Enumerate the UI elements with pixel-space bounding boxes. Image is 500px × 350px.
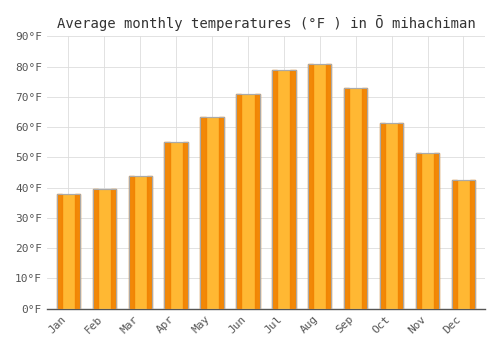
Bar bbox=[200, 117, 205, 309]
Bar bbox=[254, 94, 260, 309]
Bar bbox=[92, 189, 98, 309]
Bar bbox=[272, 70, 278, 309]
Title: Average monthly temperatures (°F ) in Ō mihachiman: Average monthly temperatures (°F ) in Ō … bbox=[56, 15, 476, 31]
Bar bbox=[434, 153, 439, 309]
Bar bbox=[290, 70, 296, 309]
Bar bbox=[308, 64, 332, 309]
Bar bbox=[416, 153, 439, 309]
Bar bbox=[344, 88, 368, 309]
Bar bbox=[111, 189, 116, 309]
Bar bbox=[470, 180, 475, 309]
Bar bbox=[344, 88, 368, 309]
Bar bbox=[128, 176, 152, 309]
Bar bbox=[272, 70, 295, 309]
Bar bbox=[164, 142, 188, 309]
Bar bbox=[380, 122, 385, 309]
Bar bbox=[236, 94, 260, 309]
Bar bbox=[56, 194, 62, 309]
Bar bbox=[452, 180, 475, 309]
Bar bbox=[416, 153, 439, 309]
Bar bbox=[128, 176, 134, 309]
Bar bbox=[344, 88, 349, 309]
Bar bbox=[92, 189, 116, 309]
Bar bbox=[272, 70, 295, 309]
Bar bbox=[200, 117, 224, 309]
Bar bbox=[236, 94, 242, 309]
Bar bbox=[308, 64, 332, 309]
Bar bbox=[92, 189, 116, 309]
Bar bbox=[147, 176, 152, 309]
Bar bbox=[200, 117, 224, 309]
Bar bbox=[75, 194, 80, 309]
Bar bbox=[56, 194, 80, 309]
Bar bbox=[326, 64, 332, 309]
Bar bbox=[398, 122, 404, 309]
Bar bbox=[236, 94, 260, 309]
Bar bbox=[164, 142, 170, 309]
Bar bbox=[416, 153, 421, 309]
Bar bbox=[218, 117, 224, 309]
Bar bbox=[380, 122, 404, 309]
Bar bbox=[182, 142, 188, 309]
Bar bbox=[380, 122, 404, 309]
Bar bbox=[164, 142, 188, 309]
Bar bbox=[56, 194, 80, 309]
Bar bbox=[452, 180, 475, 309]
Bar bbox=[362, 88, 368, 309]
Bar bbox=[452, 180, 457, 309]
Bar bbox=[128, 176, 152, 309]
Bar bbox=[308, 64, 314, 309]
